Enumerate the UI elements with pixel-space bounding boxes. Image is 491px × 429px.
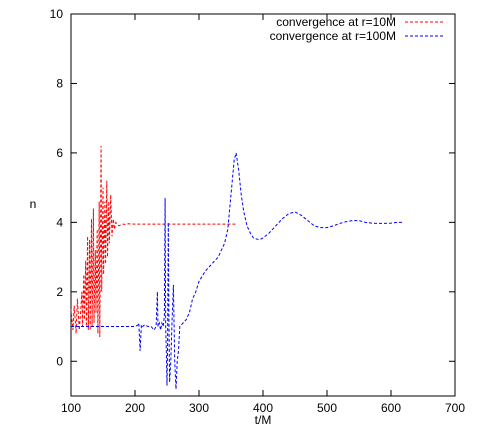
y-tick-label: 0 (56, 354, 63, 368)
legend-label-r10: convergence at r=10M (276, 15, 396, 29)
legend-label-r100: convergence at r=100M (270, 29, 396, 43)
ticks-layer: 100 200 300 400 500 600 700 0 2 4 6 8 10 (50, 7, 466, 415)
x-axis-label: t/M (255, 413, 272, 427)
series-line-r10 (70, 145, 237, 338)
legend: convergence at r=10M convergence at r=10… (270, 15, 445, 43)
x-tick-label: 700 (445, 401, 465, 415)
y-tick-label: 10 (50, 7, 64, 21)
series-line-r100 (71, 152, 404, 390)
x-tick-label: 400 (253, 401, 273, 415)
y-tick-label: 4 (56, 215, 63, 229)
y-tick-label: 6 (56, 146, 63, 160)
x-tick-label: 500 (317, 401, 337, 415)
y-axis-label: n (30, 197, 37, 211)
x-tick-label: 300 (189, 401, 209, 415)
plot-frame (70, 13, 456, 397)
x-tick-label: 600 (381, 401, 401, 415)
y-tick-label: 2 (56, 285, 63, 299)
y-tick-label: 8 (56, 76, 63, 90)
series-layer (70, 145, 404, 390)
x-tick-label: 100 (61, 401, 81, 415)
x-tick-label: 200 (125, 401, 145, 415)
